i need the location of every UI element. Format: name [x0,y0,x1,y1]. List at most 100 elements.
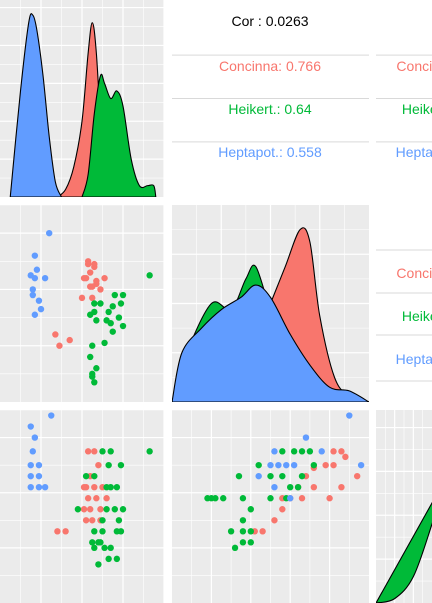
data-point [330,448,336,454]
data-point [32,252,38,258]
series-concinna [252,448,361,534]
density-panel-r2c2 [172,205,369,402]
data-point [38,306,44,312]
data-point [28,473,34,479]
data-point [87,354,93,360]
data-point [93,365,99,371]
data-point [271,517,277,523]
correlation-concinna: Concinna [396,265,432,281]
data-point [279,473,285,479]
data-point [67,337,73,343]
scatter-panel-r3c2 [172,410,369,603]
data-point [295,484,301,490]
data-point [28,462,34,468]
panel-grid [172,0,369,197]
data-point [36,297,42,303]
data-point [118,300,124,306]
data-point [228,528,234,534]
data-point [83,517,89,523]
data-point [89,295,95,301]
data-point [291,448,297,454]
data-point [28,423,34,429]
data-point [338,484,344,490]
data-point [54,528,60,534]
data-point [240,495,246,501]
data-point [48,412,54,418]
correlation-heptapot: Heptapot.: 0.558 [218,144,322,160]
panel-grid [376,410,432,603]
data-point [240,539,246,545]
data-point [95,462,101,468]
density-heptapot [172,285,369,402]
data-point [103,495,109,501]
series-heptapot [28,230,53,318]
data-point [248,506,254,512]
panel-grid [376,205,432,402]
data-point [108,448,114,454]
correlation-concinna: Concinna: 0.766 [219,58,321,74]
data-point [28,484,34,490]
data-point [105,462,111,468]
data-point [358,462,364,468]
data-point [30,286,36,292]
data-point [87,269,93,275]
density-panel-r3c3 [376,410,432,603]
data-point [267,473,273,479]
data-point [101,275,107,281]
panel-grid [0,0,164,197]
data-point [83,473,89,479]
data-point [326,495,332,501]
data-point [311,484,317,490]
data-point [291,462,297,468]
data-point [204,495,210,501]
data-point [248,528,254,534]
data-point [93,317,99,323]
data-point [91,379,97,385]
data-point [42,275,48,281]
data-point [248,539,254,545]
data-point [279,448,285,454]
correlation-heikert: Heikert.: 0.64 [228,101,311,117]
data-point [34,267,40,273]
scatter-panel-r3c1 [0,410,164,603]
data-point [91,473,97,479]
data-point [103,506,109,512]
data-point [220,495,226,501]
panel-grid [0,205,164,402]
data-point [116,517,122,523]
data-point [236,473,242,479]
panel-grid [172,205,369,402]
data-point [299,448,305,454]
data-point [330,462,336,468]
data-point [85,448,91,454]
panel-grid [0,410,164,603]
correlation-heptapot: Heptapot. [396,351,432,367]
data-point [110,328,116,334]
correlation-panel-r2c3: Concinna Heikert. Heptapot. [376,205,432,402]
data-point [116,314,122,320]
data-point [89,517,95,523]
data-point [240,517,246,523]
correlation-heikert: Heikert. [402,308,432,324]
data-point [267,495,273,501]
data-point [255,473,261,479]
data-point [89,283,95,289]
data-point [342,454,348,460]
data-point [275,462,281,468]
data-point [91,528,97,534]
data-point [120,292,126,298]
data-point [85,258,91,264]
correlation-concinna: Concinna [396,58,432,74]
data-point [146,272,152,278]
data-point [91,300,97,306]
data-point [81,275,87,281]
data-point [120,323,126,329]
data-point [91,545,97,551]
data-point [108,320,114,326]
data-point [46,230,52,236]
data-point [271,484,277,490]
data-point [110,303,116,309]
data-point [287,495,293,501]
data-point [85,495,91,501]
